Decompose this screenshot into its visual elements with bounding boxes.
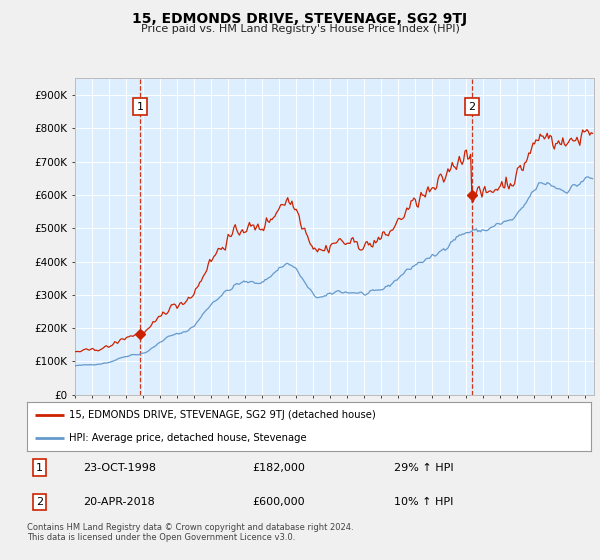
Text: 15, EDMONDS DRIVE, STEVENAGE, SG2 9TJ (detached house): 15, EDMONDS DRIVE, STEVENAGE, SG2 9TJ (d…: [70, 410, 376, 421]
Text: 10% ↑ HPI: 10% ↑ HPI: [394, 497, 453, 507]
Text: 20-APR-2018: 20-APR-2018: [83, 497, 155, 507]
Text: 23-OCT-1998: 23-OCT-1998: [83, 463, 157, 473]
Text: 29% ↑ HPI: 29% ↑ HPI: [394, 463, 453, 473]
Text: HPI: Average price, detached house, Stevenage: HPI: Average price, detached house, Stev…: [70, 433, 307, 444]
Text: Price paid vs. HM Land Registry's House Price Index (HPI): Price paid vs. HM Land Registry's House …: [140, 24, 460, 34]
Text: Contains HM Land Registry data © Crown copyright and database right 2024.: Contains HM Land Registry data © Crown c…: [27, 523, 353, 532]
Text: £182,000: £182,000: [253, 463, 305, 473]
Text: 2: 2: [36, 497, 43, 507]
Text: This data is licensed under the Open Government Licence v3.0.: This data is licensed under the Open Gov…: [27, 533, 295, 542]
Text: 15, EDMONDS DRIVE, STEVENAGE, SG2 9TJ: 15, EDMONDS DRIVE, STEVENAGE, SG2 9TJ: [133, 12, 467, 26]
Text: £600,000: £600,000: [253, 497, 305, 507]
Text: 1: 1: [36, 463, 43, 473]
Text: 1: 1: [136, 102, 143, 111]
Text: 2: 2: [468, 102, 475, 111]
